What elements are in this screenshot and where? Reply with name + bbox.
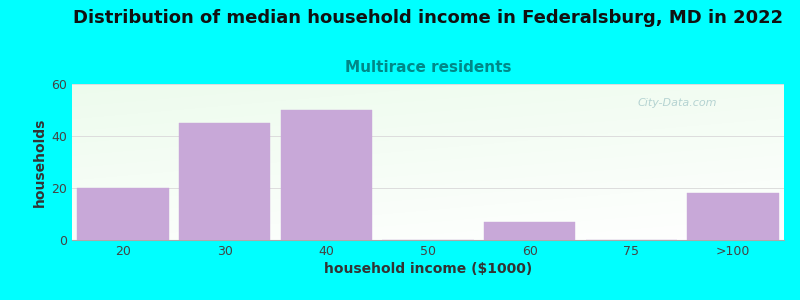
- Y-axis label: households: households: [33, 117, 47, 207]
- Bar: [484, 222, 575, 240]
- Bar: [179, 123, 270, 240]
- Bar: [687, 193, 779, 240]
- Text: Distribution of median household income in Federalsburg, MD in 2022: Distribution of median household income …: [73, 9, 783, 27]
- Bar: [281, 110, 372, 240]
- Text: Multirace residents: Multirace residents: [345, 60, 511, 75]
- Text: City-Data.com: City-Data.com: [638, 98, 717, 108]
- Bar: [77, 188, 169, 240]
- X-axis label: household income ($1000): household income ($1000): [324, 262, 532, 276]
